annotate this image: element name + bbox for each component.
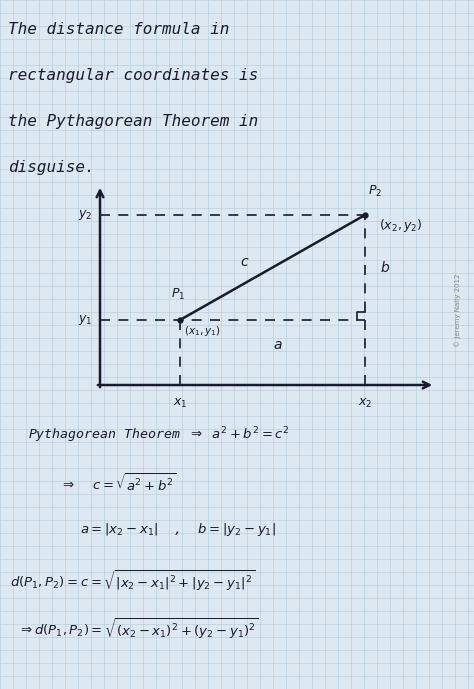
Text: $c$: $c$ <box>240 256 249 269</box>
Text: $x_1$: $x_1$ <box>173 397 187 410</box>
Text: $y_1$: $y_1$ <box>78 313 92 327</box>
Text: The distance formula in: The distance formula in <box>8 22 229 37</box>
Text: $P_1$: $P_1$ <box>171 287 185 302</box>
Text: $x_2$: $x_2$ <box>358 397 372 410</box>
Text: disguise.: disguise. <box>8 160 95 175</box>
Text: rectangular coordinates is: rectangular coordinates is <box>8 68 258 83</box>
Text: $(x_2, y_2)$: $(x_2, y_2)$ <box>379 217 423 234</box>
Text: Pythagorean Theorem $\Rightarrow$ $a^2+b^2=c^2$: Pythagorean Theorem $\Rightarrow$ $a^2+b… <box>28 425 290 444</box>
Text: $a$: $a$ <box>273 338 283 352</box>
Text: $d(P_1,P_2) = c = \sqrt{|x_2-x_1|^2+|y_2-y_1|^2}$: $d(P_1,P_2) = c = \sqrt{|x_2-x_1|^2+|y_2… <box>10 569 255 593</box>
Text: $\Rightarrow$  $c = \sqrt{a^2+b^2}$: $\Rightarrow$ $c = \sqrt{a^2+b^2}$ <box>60 473 176 494</box>
Text: $b$: $b$ <box>380 260 390 275</box>
Text: © Jeremy Nally 2012: © Jeremy Nally 2012 <box>455 274 461 347</box>
Text: the Pythagorean Theorem in: the Pythagorean Theorem in <box>8 114 258 129</box>
Text: $a = |x_2-x_1|$  ,  $b = |y_2-y_1|$: $a = |x_2-x_1|$ , $b = |y_2-y_1|$ <box>80 521 276 538</box>
Text: $\Rightarrow d(P_1,P_2) = \sqrt{(x_2-x_1)^2+(y_2-y_1)^2}$: $\Rightarrow d(P_1,P_2) = \sqrt{(x_2-x_1… <box>18 617 259 641</box>
Text: $(x_1, y_1)$: $(x_1, y_1)$ <box>184 324 220 338</box>
Text: $P_2$: $P_2$ <box>368 184 382 199</box>
Text: $y_2$: $y_2$ <box>78 208 92 222</box>
